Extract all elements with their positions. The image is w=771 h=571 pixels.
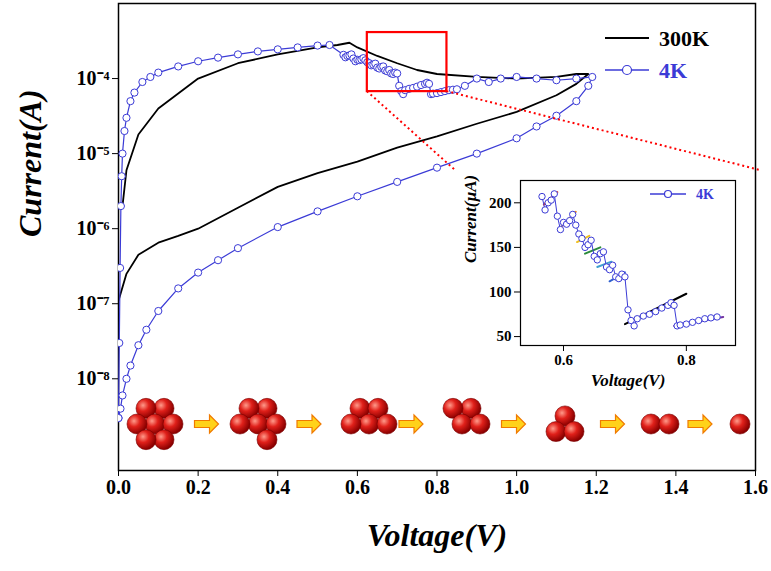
svg-text:0.0: 0.0 — [106, 476, 131, 498]
svg-text:Voltage(V): Voltage(V) — [367, 517, 507, 553]
svg-text:1.0: 1.0 — [504, 476, 529, 498]
svg-text:1.6: 1.6 — [743, 476, 768, 498]
svg-text:1.2: 1.2 — [584, 476, 609, 498]
svg-text:0.2: 0.2 — [186, 476, 211, 498]
svg-text:200: 200 — [489, 195, 512, 211]
svg-text:10⁻⁶: 10⁻⁶ — [77, 217, 110, 239]
svg-text:Current(µA): Current(µA) — [461, 175, 480, 263]
svg-text:10⁻⁸: 10⁻⁸ — [77, 367, 110, 389]
svg-text:Voltage(V): Voltage(V) — [591, 371, 666, 390]
svg-text:10⁻⁵: 10⁻⁵ — [77, 142, 110, 164]
svg-text:4K: 4K — [659, 58, 687, 83]
svg-text:0.6: 0.6 — [345, 476, 370, 498]
svg-text:0.8: 0.8 — [677, 352, 696, 368]
svg-text:50: 50 — [497, 328, 512, 344]
svg-text:100: 100 — [489, 284, 512, 300]
svg-text:1.4: 1.4 — [663, 476, 688, 498]
svg-text:300K: 300K — [659, 26, 709, 51]
svg-text:10⁻⁷: 10⁻⁷ — [77, 292, 110, 314]
svg-text:10⁻⁴: 10⁻⁴ — [77, 67, 110, 89]
svg-text:0.8: 0.8 — [425, 476, 450, 498]
svg-text:Current(A): Current(A) — [12, 89, 48, 237]
svg-text:150: 150 — [489, 239, 512, 255]
svg-text:0.4: 0.4 — [265, 476, 290, 498]
svg-text:0.6: 0.6 — [554, 352, 573, 368]
svg-text:4K: 4K — [696, 187, 714, 202]
